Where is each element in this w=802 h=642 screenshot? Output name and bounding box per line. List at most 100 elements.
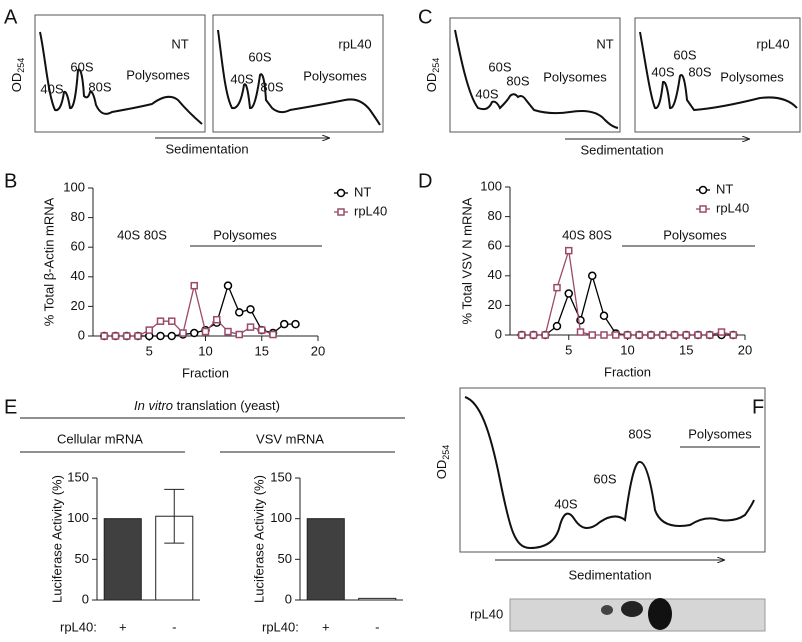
y-tick-label: 50: [278, 551, 292, 566]
peak-label: Polysomes: [126, 67, 190, 82]
y-tick-label: 100: [480, 178, 502, 193]
marker: [623, 331, 632, 339]
marker: [168, 317, 176, 325]
marker: [529, 331, 538, 339]
x-label: Fraction: [182, 365, 229, 380]
title-italic: In vitro: [134, 398, 173, 413]
y-tick-label: 100: [63, 179, 85, 194]
panel-label: A: [4, 6, 18, 28]
y-tick-label: 150: [270, 469, 292, 484]
marker: [179, 329, 187, 337]
x-label: Sedimentation: [568, 567, 651, 582]
series-line: [104, 285, 274, 337]
marker: [552, 321, 562, 331]
group-label: rpL40:: [60, 619, 97, 634]
profile-trace: [454, 29, 619, 129]
marker: [588, 271, 597, 281]
legend-marker: [698, 185, 708, 195]
marker: [694, 331, 702, 339]
profile-title: NT: [171, 36, 188, 51]
blot-band: [601, 605, 613, 615]
peak-label: 80S: [628, 426, 651, 441]
panel-label: D: [418, 170, 432, 192]
annotation: Polysomes: [213, 227, 277, 242]
x-label: Sedimentation: [165, 141, 248, 156]
marker: [223, 281, 233, 290]
profile-box: [459, 387, 766, 553]
y-label-main: OD: [9, 73, 24, 93]
x-tick-label: 20: [311, 343, 325, 358]
y-label: % Total VSV N mRNA: [459, 197, 474, 324]
legend-marker: [336, 188, 346, 198]
peak-label: 60S: [248, 49, 271, 64]
y-label: Luciferase Activity (%): [251, 475, 266, 603]
marker: [100, 332, 108, 340]
marker: [280, 319, 289, 329]
marker: [134, 332, 142, 340]
x-label: Fraction: [604, 364, 651, 379]
peak-label: 40S: [651, 64, 674, 79]
annotation: 40S 80S: [117, 227, 167, 242]
legend-marker: [337, 208, 345, 216]
profile-box: [634, 17, 801, 133]
y-tick-label: 0: [495, 326, 502, 341]
profile-title: rpL40: [338, 36, 371, 51]
marker: [246, 305, 255, 314]
y-tick-label: 60: [488, 238, 502, 253]
peak-label: Polysomes: [688, 426, 752, 441]
legend-label: rpL40: [716, 200, 749, 215]
y-tick-label: 0: [82, 591, 89, 606]
blot-label: rpL40: [470, 606, 503, 621]
marker: [682, 331, 690, 339]
marker: [612, 331, 620, 339]
translation-title: In vitro translation (yeast): [134, 398, 280, 413]
legend-label: rpL40: [354, 203, 387, 218]
y-tick-label: 60: [71, 239, 85, 254]
peak-label: 40S: [230, 71, 253, 86]
y-tick-label: 80: [488, 208, 502, 223]
profile-title: NT: [596, 36, 613, 51]
error-bar: [164, 488, 185, 544]
marker: [635, 331, 643, 339]
y-label: Luciferase Activity (%): [49, 475, 64, 603]
panel-label: F: [752, 396, 764, 418]
x-tick-label: 10: [620, 342, 634, 357]
group-title: Cellular mRNA: [57, 431, 143, 446]
y-label: OD254: [434, 445, 451, 480]
annotation: Polysomes: [663, 227, 727, 242]
marker: [156, 331, 165, 341]
title-rest: translation (yeast): [173, 398, 280, 413]
peak-label: 60S: [488, 59, 511, 74]
group-label: rpL40:: [262, 619, 299, 634]
marker: [600, 331, 608, 339]
y-label-sub: 254: [431, 58, 441, 73]
y-tick-label: 0: [285, 591, 292, 606]
y-tick-label: 50: [75, 551, 89, 566]
panel-label: B: [4, 170, 17, 192]
x-tick-label: 15: [679, 342, 693, 357]
x-tick-label: -: [172, 619, 176, 634]
y-tick-label: 80: [71, 209, 85, 224]
marker: [213, 315, 221, 324]
blot-band: [648, 598, 672, 630]
marker: [235, 330, 243, 339]
group-title: VSV mRNA: [256, 431, 324, 446]
y-label: % Total β-Actin mRNA: [41, 197, 56, 326]
y-tick-label: 0: [78, 327, 85, 342]
bar: [306, 518, 345, 601]
y-label-sub: 254: [16, 58, 26, 73]
peak-label: 60S: [70, 59, 93, 74]
marker: [201, 327, 210, 336]
marker: [565, 246, 573, 255]
y-label-main: OD: [434, 460, 449, 480]
bar: [103, 518, 142, 601]
y-tick-label: 40: [488, 267, 502, 282]
marker: [167, 331, 176, 341]
peak-label: Polysomes: [543, 69, 607, 84]
annotation: 40S 80S: [562, 227, 612, 242]
marker: [190, 281, 198, 290]
peak-label: 80S: [260, 79, 283, 94]
x-tick-label: +: [119, 619, 127, 634]
y-label: OD254: [9, 58, 26, 93]
